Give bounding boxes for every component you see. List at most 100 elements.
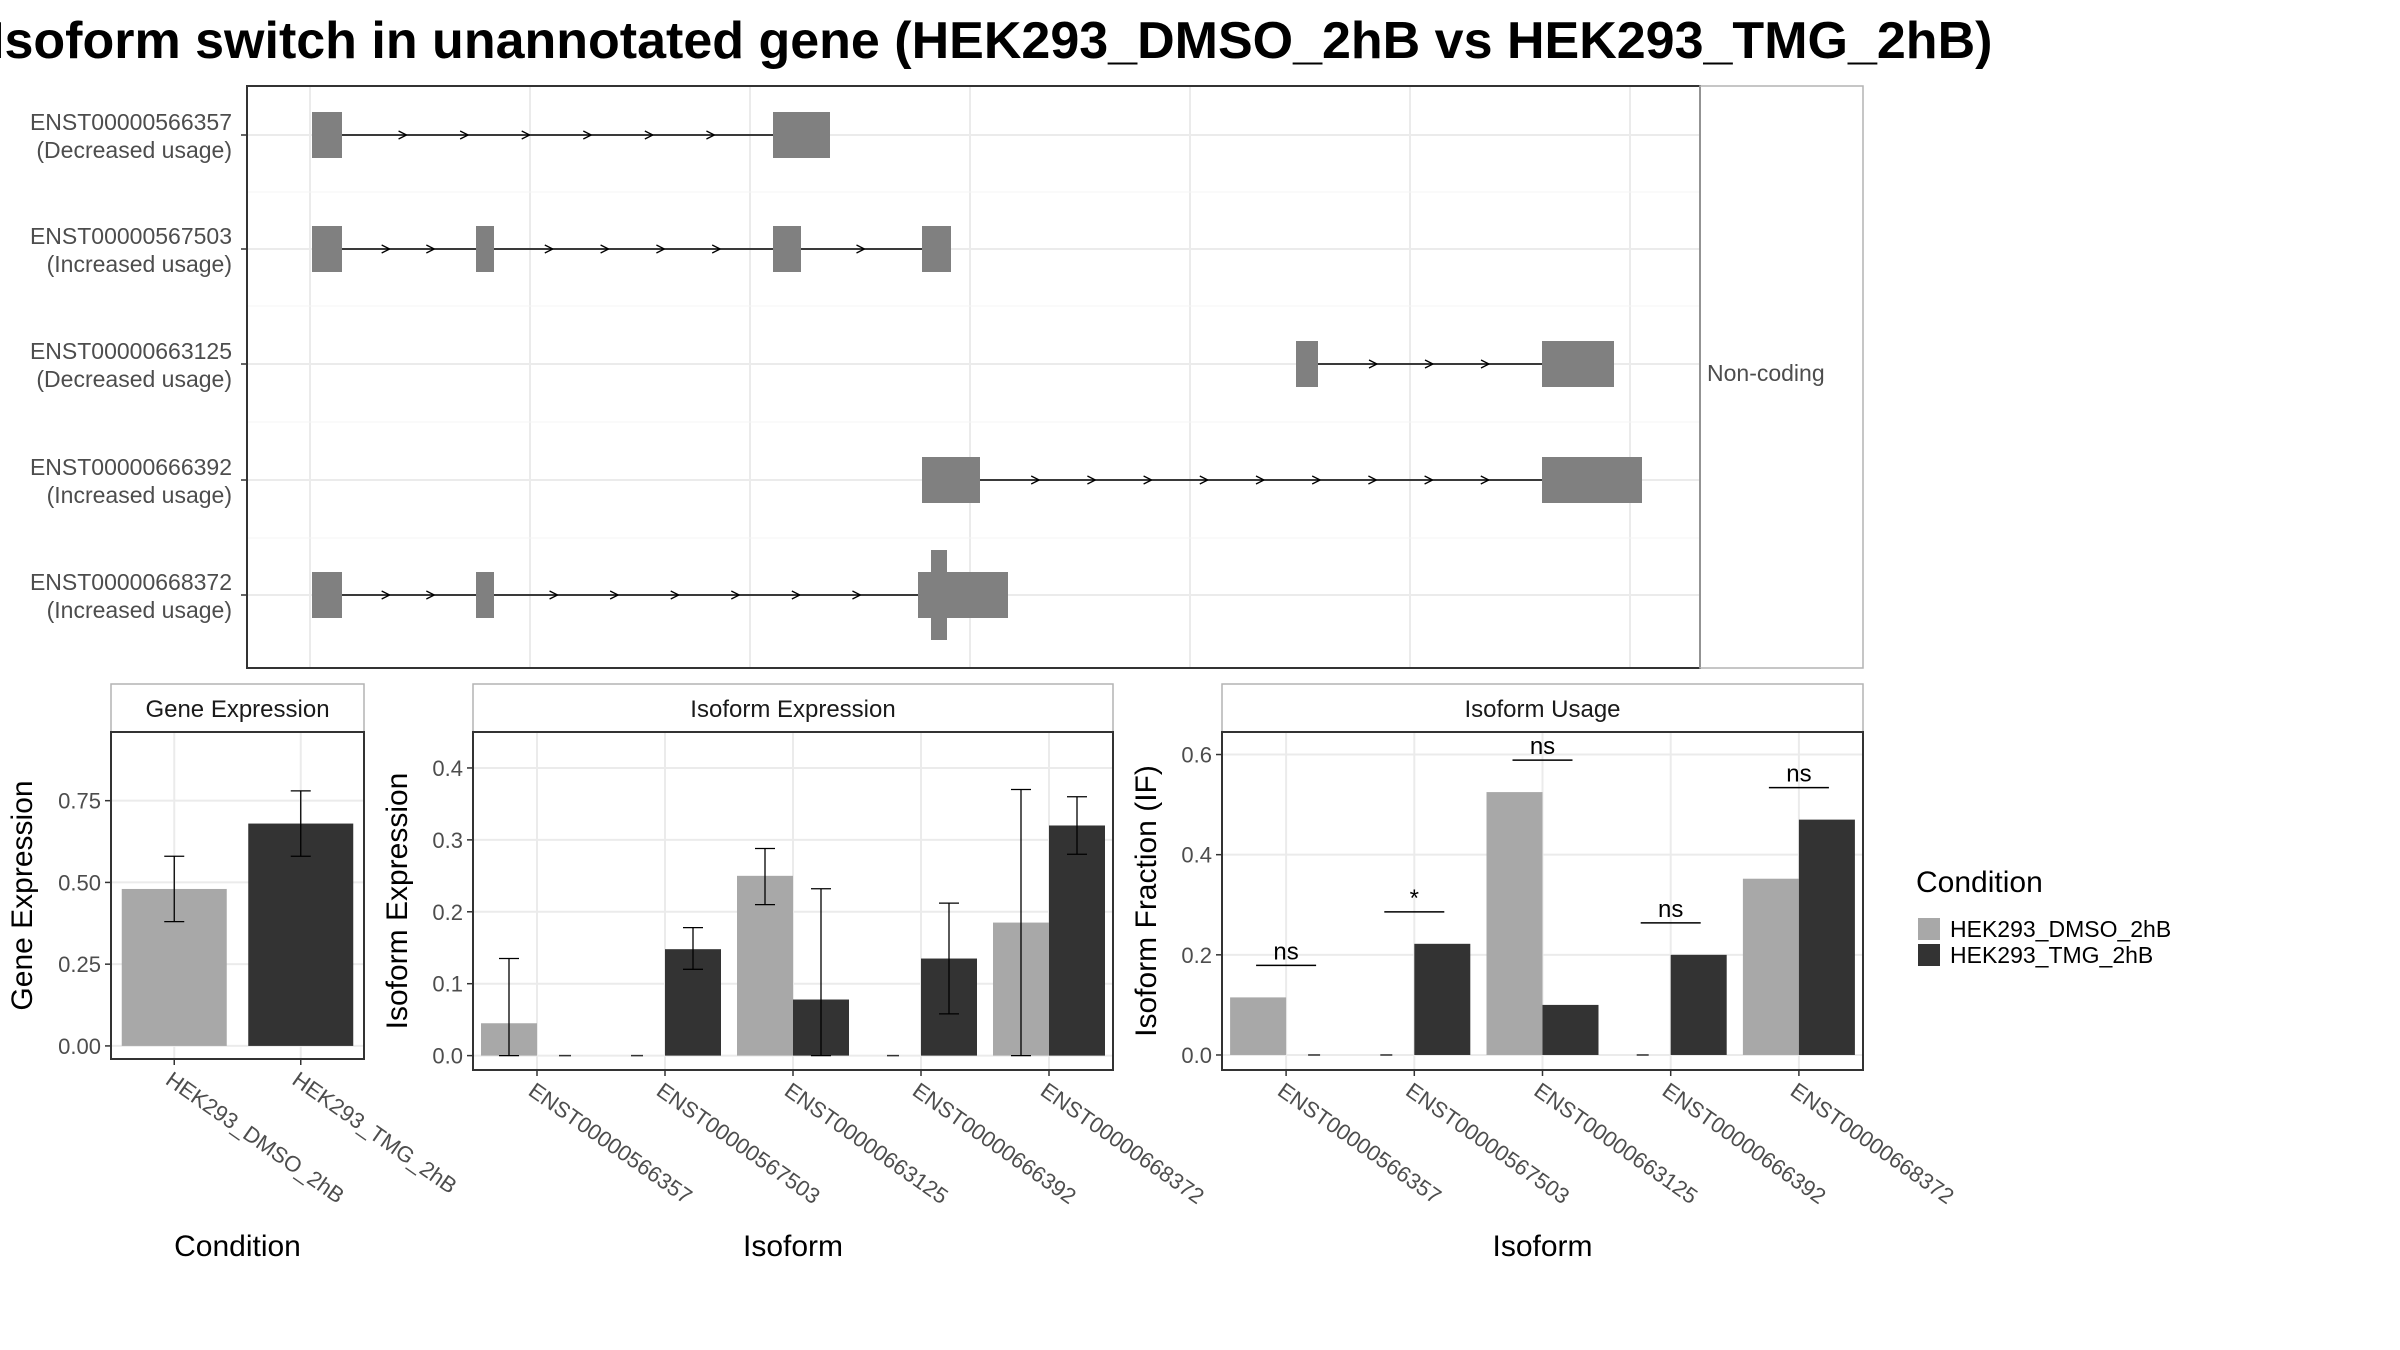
intron-arrow bbox=[398, 130, 409, 140]
intron-arrow bbox=[521, 130, 532, 140]
exon-1-3 bbox=[922, 226, 951, 272]
y-tick-label: 0.6 bbox=[1181, 743, 1212, 768]
intron-arrow bbox=[582, 130, 593, 140]
x-axis-title: Isoform bbox=[743, 1230, 843, 1263]
y-tick-label: 0.4 bbox=[432, 756, 463, 781]
y-axis-title: Isoform Fraction (IF) bbox=[1130, 765, 1163, 1037]
noncoding-strip-label: Non-coding bbox=[1707, 360, 1825, 386]
y-tick-label: 0.25 bbox=[58, 952, 101, 977]
transcript-usage-label: (Increased usage) bbox=[47, 597, 232, 623]
intron-arrow bbox=[609, 590, 620, 600]
intron-arrow bbox=[1368, 359, 1379, 369]
panel-title: Isoform Usage bbox=[1464, 696, 1620, 723]
intron-arrow bbox=[1480, 475, 1491, 485]
legend-title: Condition bbox=[1916, 866, 2043, 899]
intron-arrow bbox=[644, 130, 655, 140]
panel-strip bbox=[110, 683, 365, 733]
transcript-id-label: ENST00000666392 bbox=[30, 454, 232, 480]
bar bbox=[1742, 878, 1799, 1055]
condition-legend: Condition HEK293_DMSO_2hB HEK293_TMG_2hB bbox=[1916, 866, 2171, 968]
y-axis-title: Gene Expression bbox=[6, 780, 39, 1010]
sig-label: ns bbox=[1658, 896, 1683, 923]
transcript-usage-label: (Decreased usage) bbox=[36, 366, 232, 392]
intron-arrow bbox=[706, 130, 716, 140]
intron-arrow bbox=[1255, 475, 1266, 485]
transcript-usage-label: (Increased usage) bbox=[47, 251, 232, 277]
intron-arrow bbox=[730, 590, 741, 600]
exon-1-0 bbox=[312, 226, 342, 272]
exon-1-1 bbox=[476, 226, 494, 272]
y-tick-label: 0.00 bbox=[58, 1034, 101, 1059]
intron-arrow bbox=[711, 244, 722, 254]
intron-arrow bbox=[1368, 475, 1378, 485]
panel-strip bbox=[1221, 683, 1864, 733]
y-tick-label: 0.4 bbox=[1181, 843, 1212, 868]
exon-1-2 bbox=[773, 226, 801, 272]
x-axis-title: Condition bbox=[174, 1230, 301, 1263]
y-tick-label: 0.50 bbox=[58, 870, 101, 895]
noncoding-strip-box bbox=[1699, 85, 1864, 669]
y-tick-label: 0.75 bbox=[58, 789, 101, 814]
y-tick-label: 0.1 bbox=[432, 972, 463, 997]
sig-label: ns bbox=[1786, 761, 1811, 788]
legend-label-dmso: HEK293_DMSO_2hB bbox=[1950, 916, 2171, 942]
bar bbox=[1486, 792, 1543, 1055]
transcript-usage-label: (Increased usage) bbox=[47, 482, 232, 508]
intron-arrow bbox=[600, 244, 611, 254]
transcript-usage-label: (Decreased usage) bbox=[36, 137, 232, 163]
intron-arrow bbox=[381, 590, 392, 600]
intron-arrow bbox=[549, 590, 560, 600]
intron-arrow bbox=[1424, 475, 1435, 485]
intron-arrow bbox=[856, 244, 866, 254]
intron-arrow bbox=[1030, 475, 1041, 485]
exon-2-0 bbox=[1296, 341, 1318, 387]
bar bbox=[737, 875, 793, 1056]
intron-arrow bbox=[670, 590, 681, 600]
y-tick-label: 0.3 bbox=[432, 828, 463, 853]
transcript-id-label: ENST00000566357 bbox=[30, 109, 232, 135]
bar bbox=[1670, 954, 1727, 1055]
exon-0-0 bbox=[312, 112, 342, 158]
sig-label: * bbox=[1410, 885, 1419, 912]
sig-label: ns bbox=[1530, 733, 1555, 760]
panel-border bbox=[110, 731, 365, 1060]
bar bbox=[1230, 997, 1287, 1055]
intron-arrow bbox=[1424, 359, 1435, 369]
sig-label: ns bbox=[1273, 938, 1298, 965]
legend-swatch-dmso bbox=[1918, 918, 1940, 940]
exon-3-0 bbox=[922, 457, 980, 503]
bar bbox=[1414, 943, 1471, 1055]
intron-arrow bbox=[1199, 475, 1210, 485]
legend-swatch-tmg bbox=[1918, 944, 1940, 966]
intron-arrow bbox=[459, 130, 470, 140]
bar bbox=[1049, 825, 1105, 1056]
transcript-id-label: ENST00000663125 bbox=[30, 338, 232, 364]
bar bbox=[1542, 1004, 1599, 1055]
exon-4-0 bbox=[312, 572, 342, 618]
isoform-usage-panel: Isoform Usage0.00.20.40.6ns*nsnsnsENST00… bbox=[1130, 683, 1959, 1263]
exon-3-1 bbox=[1542, 457, 1642, 503]
structure-plot-area bbox=[247, 86, 1700, 668]
intron-arrow bbox=[1311, 475, 1322, 485]
x-axis-title: Isoform bbox=[1492, 1230, 1592, 1263]
y-tick-label: 0.2 bbox=[1181, 943, 1212, 968]
exon-cds-tall bbox=[931, 550, 947, 640]
y-tick-label: 0.0 bbox=[1181, 1043, 1212, 1068]
transcript-id-label: ENST00000668372 bbox=[30, 569, 232, 595]
y-axis-title: Isoform Expression bbox=[381, 773, 414, 1030]
figure-title: Isoform switch in unannotated gene (HEK2… bbox=[0, 12, 1992, 70]
intron-arrow bbox=[1143, 475, 1154, 485]
intron-arrow bbox=[1480, 359, 1491, 369]
intron-arrow bbox=[426, 244, 436, 254]
intron-arrow bbox=[852, 590, 862, 600]
isoform-expression-panel: Isoform Expression0.00.10.20.30.4ENST000… bbox=[381, 683, 1209, 1263]
panel-title: Isoform Expression bbox=[690, 696, 895, 723]
exon-0-1 bbox=[773, 112, 830, 158]
y-tick-label: 0.2 bbox=[432, 900, 463, 925]
intron-arrow bbox=[656, 244, 666, 254]
intron-arrow bbox=[791, 590, 802, 600]
bar bbox=[248, 823, 354, 1046]
exon-4-1 bbox=[476, 572, 494, 618]
transcript-structure-panel: Non-coding ENST00000566357(Decreased usa… bbox=[30, 85, 1864, 669]
